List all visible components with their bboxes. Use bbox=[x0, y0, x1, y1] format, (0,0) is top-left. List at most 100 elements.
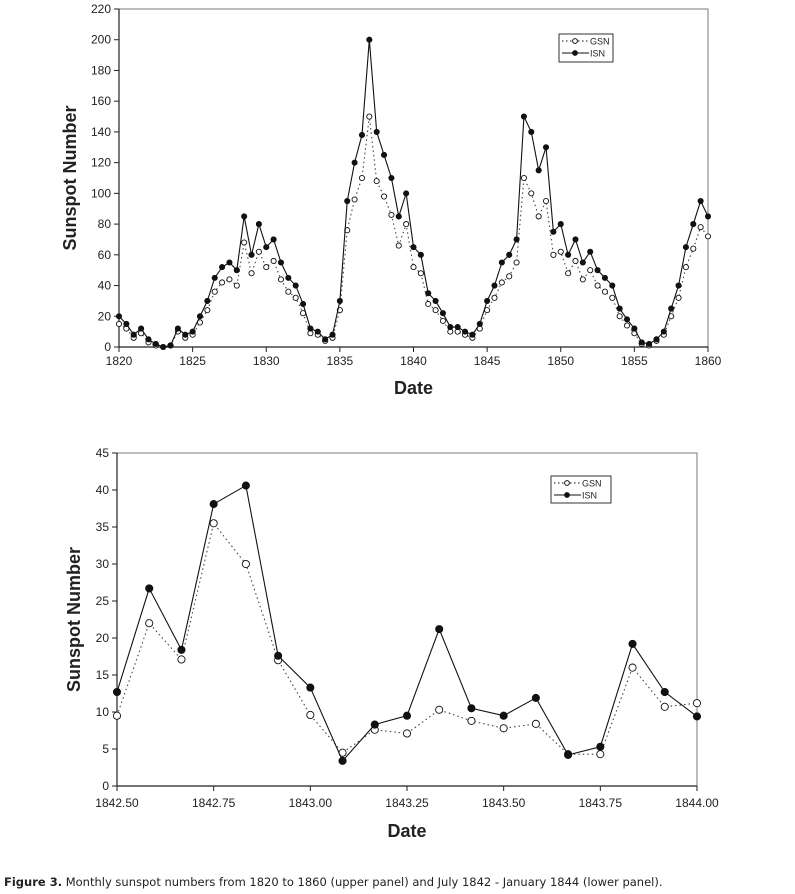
isn-data-point bbox=[410, 244, 417, 251]
isn-data-point bbox=[594, 267, 601, 274]
gsn-data-point bbox=[285, 288, 292, 295]
isn-data-point bbox=[572, 236, 579, 243]
isn-data-point bbox=[484, 297, 491, 304]
isn-data-point bbox=[601, 274, 608, 281]
isn-data-point bbox=[454, 323, 461, 331]
gsn-series-line bbox=[118, 116, 709, 348]
isn-data-point bbox=[373, 128, 380, 135]
isn-data-point bbox=[447, 323, 454, 331]
y-tick-label: 5 bbox=[102, 742, 109, 756]
x-tick-label: 1842.50 bbox=[95, 796, 139, 810]
isn-data-point bbox=[506, 251, 513, 258]
isn-data-point bbox=[528, 128, 535, 135]
gsn-data-point bbox=[410, 264, 417, 271]
gsn-data-point bbox=[425, 300, 432, 308]
gsn-data-point bbox=[557, 248, 564, 255]
gsn-data-point bbox=[306, 710, 315, 720]
gsn-data-point bbox=[270, 257, 277, 265]
y-tick-label: 0 bbox=[102, 779, 109, 793]
legend-label: ISN bbox=[582, 491, 597, 501]
isn-data-point bbox=[370, 720, 379, 729]
isn-data-point bbox=[579, 259, 586, 266]
gsn-data-point bbox=[112, 711, 122, 720]
y-tick-label: 20 bbox=[98, 309, 112, 323]
isn-data-point bbox=[439, 310, 447, 317]
isn-data-point bbox=[344, 197, 351, 205]
isn-data-point bbox=[160, 343, 167, 351]
gsn-data-point bbox=[145, 619, 154, 628]
isn-data-point bbox=[535, 167, 542, 174]
gsn-data-point bbox=[211, 288, 218, 295]
isn-data-point bbox=[285, 274, 292, 281]
gsn-data-point bbox=[535, 213, 542, 220]
x-tick-label: 1842.75 bbox=[192, 796, 236, 810]
gsn-data-point bbox=[226, 276, 233, 283]
gsn-data-point bbox=[520, 174, 527, 182]
gsn-data-point bbox=[594, 282, 601, 289]
isn-data-point bbox=[557, 221, 564, 228]
x-tick-label: 1840 bbox=[400, 354, 427, 368]
isn-data-point bbox=[115, 313, 123, 320]
gsn-data-point bbox=[358, 174, 366, 182]
isn-data-point bbox=[596, 742, 605, 751]
isn-data-point bbox=[395, 213, 402, 220]
isn-data-point bbox=[628, 639, 637, 648]
isn-data-point bbox=[277, 259, 285, 266]
isn-data-point bbox=[300, 300, 307, 308]
gsn-data-point bbox=[565, 270, 572, 277]
x-tick-label: 1820 bbox=[106, 354, 133, 368]
gsn-data-point bbox=[531, 719, 540, 728]
gsn-data-point bbox=[388, 211, 395, 218]
gsn-data-point bbox=[233, 282, 240, 289]
isn-data-point bbox=[550, 228, 557, 235]
y-tick-label: 220 bbox=[91, 2, 111, 16]
isn-data-point bbox=[226, 259, 233, 266]
gsn-data-point bbox=[380, 193, 388, 200]
gsn-data-point bbox=[292, 294, 299, 301]
isn-data-point bbox=[402, 711, 412, 720]
x-tick-label: 1825 bbox=[179, 354, 206, 368]
isn-data-point bbox=[469, 331, 476, 338]
isn-data-point bbox=[682, 244, 689, 251]
isn-data-point bbox=[292, 282, 299, 289]
isn-data-point bbox=[646, 340, 653, 347]
gsn-data-point bbox=[366, 113, 373, 120]
x-tick-label: 1844.00 bbox=[675, 796, 719, 810]
gsn-data-point bbox=[609, 294, 616, 301]
x-tick-label: 1845 bbox=[474, 354, 501, 368]
y-tick-label: 140 bbox=[91, 125, 111, 139]
x-tick-label: 1830 bbox=[253, 354, 280, 368]
gsn-data-point bbox=[690, 245, 697, 252]
isn-data-point bbox=[306, 683, 315, 692]
isn-data-point bbox=[564, 750, 573, 759]
isn-data-point bbox=[322, 336, 329, 343]
gsn-data-point bbox=[115, 320, 123, 328]
gsn-data-point bbox=[616, 313, 623, 320]
isn-data-point bbox=[112, 687, 122, 697]
gsn-data-point bbox=[623, 322, 631, 329]
isn-data-point bbox=[467, 704, 476, 713]
gsn-data-point bbox=[263, 264, 270, 271]
gsn-legend-marker bbox=[572, 38, 578, 44]
isn-data-point bbox=[233, 267, 240, 274]
isn-data-point bbox=[167, 342, 174, 349]
isn-data-point bbox=[351, 159, 358, 166]
plot-frame bbox=[118, 8, 709, 348]
isn-data-point bbox=[531, 693, 540, 702]
isn-data-point bbox=[274, 651, 283, 660]
isn-legend-marker bbox=[572, 50, 578, 56]
gsn-data-point bbox=[204, 307, 211, 314]
y-tick-label: 35 bbox=[96, 520, 110, 534]
legend-box bbox=[550, 475, 612, 504]
gsn-data-point bbox=[402, 729, 412, 738]
y-tick-label: 40 bbox=[96, 483, 110, 497]
legend-box bbox=[558, 33, 614, 63]
isn-data-point bbox=[513, 236, 520, 243]
isn-data-point bbox=[520, 113, 527, 120]
gsn-data-point bbox=[660, 702, 669, 711]
isn-data-point bbox=[660, 687, 669, 697]
gsn-data-point bbox=[439, 317, 447, 324]
gsn-data-point bbox=[550, 251, 557, 258]
isn-data-point bbox=[476, 320, 483, 328]
